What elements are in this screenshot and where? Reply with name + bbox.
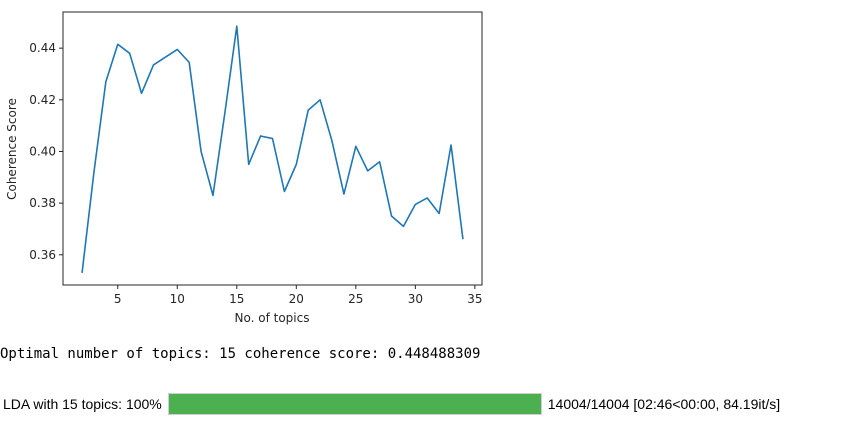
y-tick-label: 0.40 [29, 144, 56, 158]
lda-progress-row: LDA with 15 topics: 100% 14004/14004 [02… [0, 392, 850, 416]
y-tick-label: 0.36 [29, 248, 56, 262]
y-axis-ticks: 0.36 0.38 0.40 0.42 0.44 [29, 41, 63, 262]
y-tick-label: 0.38 [29, 196, 56, 210]
x-tick-label: 15 [229, 292, 244, 306]
y-tick-label: 0.44 [29, 41, 56, 55]
optimal-topics-output: Optimal number of topics: 15 coherence s… [0, 346, 481, 362]
y-axis-label: Coherence Score [5, 98, 19, 200]
plot-area-frame [62, 11, 483, 286]
x-tick-label: 30 [408, 292, 423, 306]
x-tick-label: 35 [467, 292, 482, 306]
x-axis-label: No. of topics [235, 311, 310, 325]
x-tick-label: 25 [348, 292, 363, 306]
coherence-series-line [81, 25, 464, 273]
x-tick-label: 5 [114, 292, 122, 306]
progress-status: 14004/14004 [02:46<00:00, 84.19it/s] [547, 396, 781, 412]
progress-bar [167, 393, 542, 415]
progress-bar-fill [168, 394, 541, 414]
x-axis-ticks: 5 10 15 20 25 30 35 [114, 285, 482, 306]
progress-prefix: LDA with 15 topics: 100% [3, 396, 162, 412]
y-tick-label: 0.42 [29, 93, 56, 107]
x-tick-label: 10 [170, 292, 185, 306]
coherence-chart: 5 10 15 20 25 30 35 0.36 0.38 0.40 0.42 0.44 No. o… [5, 11, 483, 325]
x-tick-label: 20 [289, 292, 304, 306]
